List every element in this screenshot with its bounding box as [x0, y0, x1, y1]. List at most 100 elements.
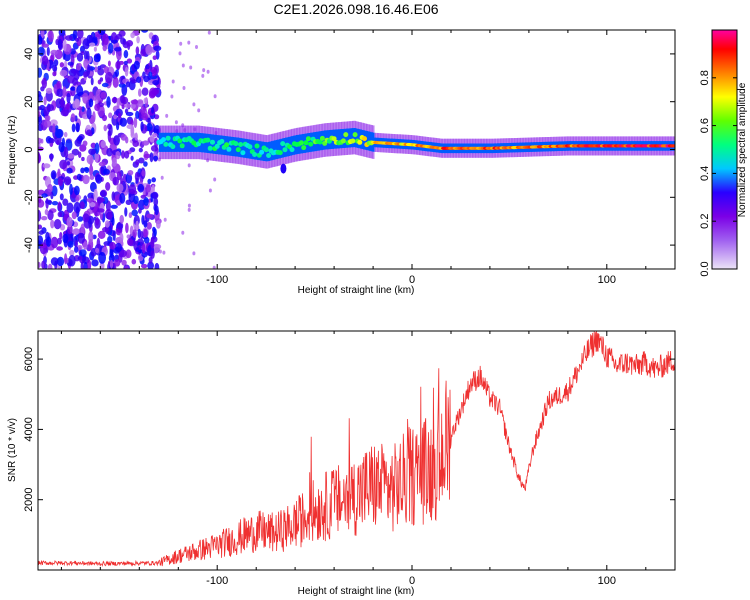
- band-core: [257, 140, 260, 160]
- noise-speckle: [119, 214, 124, 224]
- noise-speckle: [138, 88, 142, 97]
- noise-speckle: [119, 117, 128, 127]
- noise-speckle: [41, 43, 50, 48]
- noise-speckle: [57, 211, 63, 218]
- noise-speckle: [41, 260, 46, 269]
- noise-speckle: [142, 71, 146, 79]
- noise-speckle: [106, 147, 113, 157]
- band-blob: [280, 163, 287, 174]
- band-core: [175, 132, 179, 152]
- noise-speckle: [143, 97, 148, 104]
- noise-speckle: [126, 124, 134, 130]
- noise-speckle: [92, 111, 96, 123]
- noise-speckle: [135, 159, 140, 166]
- noise-speckle: [67, 61, 74, 66]
- band-peak: [259, 149, 265, 155]
- noise-speckle: [128, 184, 137, 195]
- noise-speckle: [74, 37, 80, 42]
- noise-speckle: [141, 87, 149, 96]
- band-peak: [352, 132, 358, 138]
- band-core: [166, 132, 169, 152]
- band-core: [336, 129, 339, 149]
- colorbar-ticks: 0.0 0.2 0.4 0.6 0.8: [699, 70, 737, 277]
- noise-speckle: [47, 210, 54, 221]
- y-tick-label: -40: [23, 237, 35, 253]
- noise-speckle: [114, 47, 122, 52]
- noise-speckle: [130, 32, 135, 39]
- band-core: [356, 128, 359, 148]
- noise-speckle: [108, 124, 113, 136]
- noise-speckle: [57, 177, 64, 187]
- noise-speckle: [93, 46, 97, 52]
- band-peak: [163, 141, 169, 147]
- noise-speckle: [130, 131, 135, 138]
- band-core: [219, 135, 222, 155]
- noise-speckle: [132, 140, 139, 147]
- noise-speckle: [92, 36, 98, 43]
- band-core: [345, 128, 348, 148]
- noise-speckle: [116, 97, 120, 110]
- noise-speckle: [82, 38, 90, 50]
- band-peak: [263, 147, 269, 153]
- noise-speckle: [53, 59, 59, 67]
- band-core: [350, 128, 353, 148]
- noise-speckle: [120, 176, 124, 185]
- band-peak: [210, 139, 215, 145]
- band-core: [263, 141, 266, 161]
- band-core: [230, 136, 233, 156]
- noise-speckle: [115, 151, 121, 160]
- snr-x-axis-label: Height of straight line (km): [298, 586, 415, 597]
- noise-speckle: [119, 232, 124, 243]
- band-core: [358, 129, 361, 149]
- noise-speckle: [192, 102, 196, 107]
- snr-series-line: [38, 331, 675, 567]
- noise-speckle: [127, 170, 134, 176]
- noise-speckle: [151, 191, 159, 199]
- noise-speckle: [105, 182, 111, 191]
- noise-speckle: [107, 212, 113, 220]
- noise-speckle: [69, 183, 73, 196]
- noise-speckle: [43, 119, 52, 128]
- noise-speckle: [89, 164, 94, 177]
- noise-speckle: [124, 66, 129, 77]
- noise-speckle: [80, 261, 84, 269]
- noise-speckle: [114, 242, 122, 252]
- noise-speckle: [145, 44, 153, 56]
- noise-speckle: [76, 85, 84, 97]
- noise-speckle: [112, 76, 119, 88]
- noise-speckle: [38, 46, 45, 57]
- band-core: [238, 137, 241, 157]
- noise-speckle: [77, 216, 84, 222]
- noise-speckle: [102, 44, 107, 52]
- noise-speckle: [119, 192, 126, 204]
- noise-speckle: [152, 55, 157, 60]
- x-tick-label: 0: [409, 274, 415, 286]
- noise-speckle: [109, 242, 116, 250]
- noise-speckle: [41, 193, 48, 198]
- x-tick-label: -100: [206, 575, 228, 587]
- noise-speckle: [213, 177, 217, 182]
- noise-speckle: [40, 30, 45, 39]
- band-core: [353, 128, 356, 148]
- noise-speckle: [43, 96, 47, 106]
- band-peak: [670, 144, 675, 148]
- noise-speckle: [148, 256, 153, 264]
- noise-speckle: [110, 204, 118, 209]
- noise-speckle: [50, 119, 58, 127]
- y-tick-label: 2000: [23, 487, 35, 511]
- noise-speckle: [55, 128, 63, 139]
- noise-speckle: [79, 201, 85, 210]
- noise-speckle: [141, 170, 146, 177]
- snr-x-ticks: -100 0 100: [60, 331, 647, 587]
- noise-speckle: [212, 265, 216, 269]
- noise-speckle: [68, 254, 76, 267]
- noise-speckle: [56, 256, 65, 267]
- noise-speckle: [140, 48, 147, 57]
- noise-speckle: [147, 178, 152, 185]
- noise-speckle: [47, 184, 53, 193]
- noise-speckle: [143, 197, 149, 206]
- noise-speckle: [111, 157, 117, 167]
- noise-speckle: [154, 262, 160, 269]
- noise-speckle: [125, 81, 130, 88]
- noise-speckle: [143, 220, 148, 228]
